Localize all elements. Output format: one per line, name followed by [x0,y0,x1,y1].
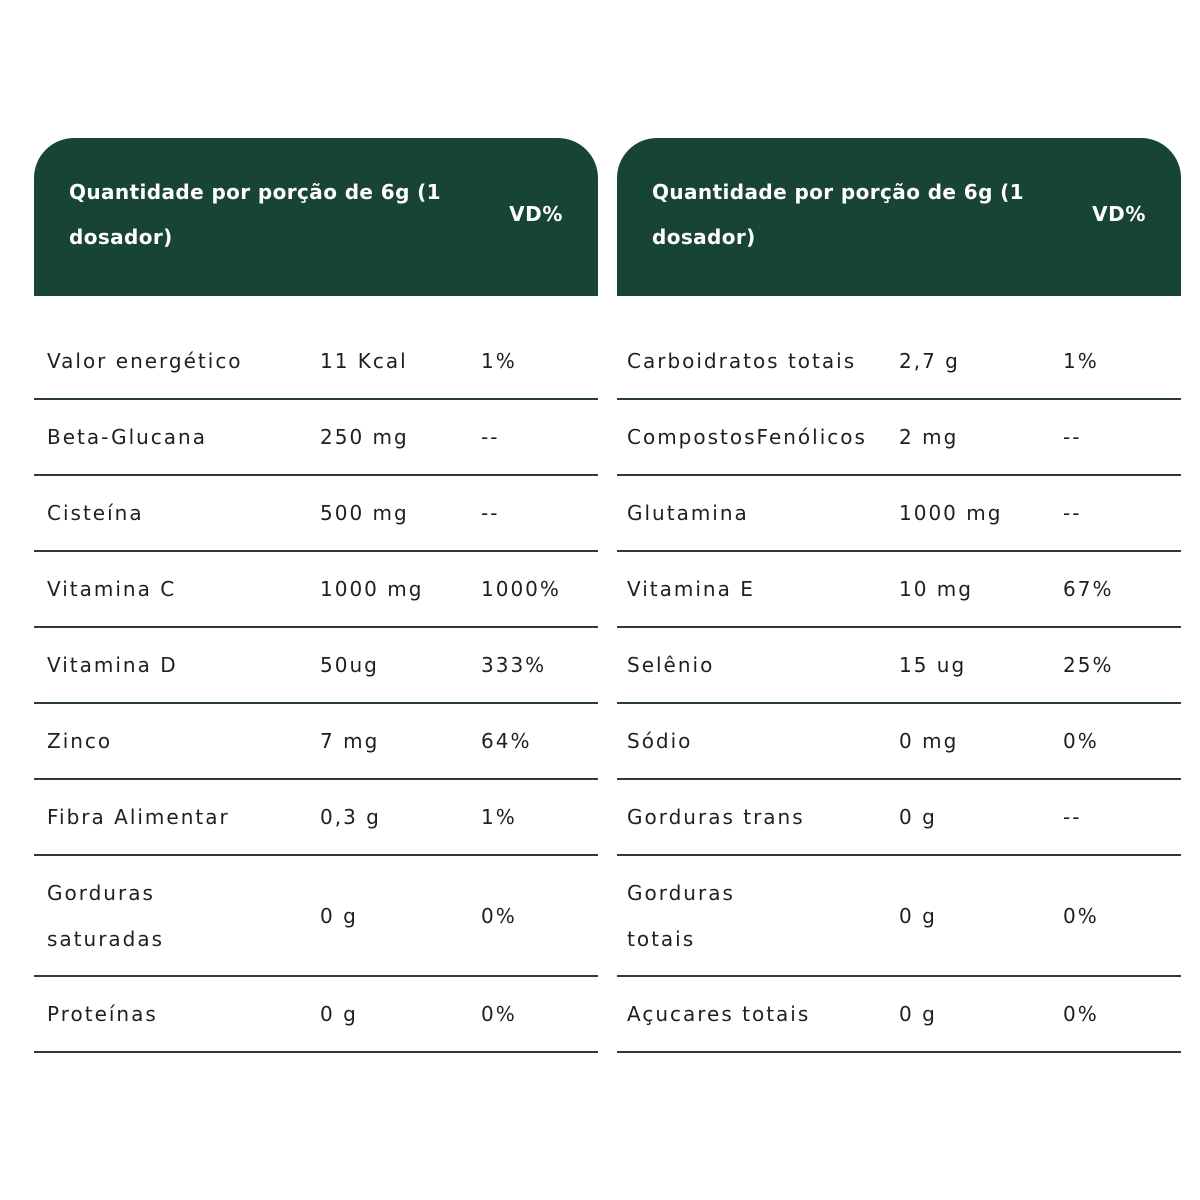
table-body: Carboidratos totais 2,7 g 1% CompostosFe… [617,324,1181,1053]
nutrient-amount: 11 Kcal [320,349,408,373]
nutrition-table-right: Quantidade por porção de 6g (1 dosador) … [617,138,1181,1053]
nutrient-name: Gorduras saturadas [47,880,165,951]
nutrient-vd: 0% [481,903,517,928]
nutrient-name: CompostosFenólicos [627,425,867,449]
nutrient-name: Gorduras totais [627,880,735,951]
nutrient-vd: 0% [1063,1002,1099,1026]
nutrient-vd: 0% [481,1002,517,1026]
nutrient-amount: 0 mg [899,729,959,753]
nutrient-amount: 10 mg [899,577,973,601]
nutrient-name: Valor energético [47,349,243,373]
table-row: Gorduras totais 0 g 0% [617,856,1181,977]
header-portion-label: Quantidade por porção de 6g (1 dosador) [69,180,441,249]
nutrition-table-left: Quantidade por porção de 6g (1 dosador) … [34,138,598,1053]
nutrient-vd: -- [1063,805,1082,829]
header-vd-label: VD% [1092,202,1146,226]
nutrient-name: Açucares totais [627,1002,811,1026]
nutrient-vd: 1% [1063,349,1099,373]
table-row: CompostosFenólicos 2 mg -- [617,400,1181,476]
nutrient-vd: 1000% [481,577,561,601]
nutrient-vd: 64% [481,729,532,753]
table-row: Fibra Alimentar 0,3 g 1% [34,780,598,856]
table-header: Quantidade por porção de 6g (1 dosador) … [34,138,598,296]
table-row: Açucares totais 0 g 0% [617,977,1181,1053]
nutrient-name: Vitamina C [47,577,177,601]
nutrient-name: Cisteína [47,501,144,525]
table-row: Cisteína 500 mg -- [34,476,598,552]
nutrient-amount: 0 g [899,903,937,928]
table-header: Quantidade por porção de 6g (1 dosador) … [617,138,1181,296]
nutrient-name: Glutamina [627,501,749,525]
nutrient-vd: 0% [1063,903,1099,928]
table-row: Gorduras trans 0 g -- [617,780,1181,856]
table-row: Carboidratos totais 2,7 g 1% [617,324,1181,400]
nutrient-vd: -- [481,425,500,449]
nutrient-name: Gorduras trans [627,805,805,829]
table-row: Zinco 7 mg 64% [34,704,598,780]
nutrient-name: Fibra Alimentar [47,805,230,829]
nutrient-amount: 0 g [899,805,937,829]
nutrient-amount: 0,3 g [320,805,381,829]
nutrient-name: Zinco [47,729,113,753]
nutrient-amount: 2,7 g [899,349,960,373]
nutrient-vd: 25% [1063,653,1114,677]
nutrient-name: Sódio [627,729,693,753]
nutrient-name: Carboidratos totais [627,349,857,373]
nutrient-name: Vitamina E [627,577,755,601]
table-row: Selênio 15 ug 25% [617,628,1181,704]
nutrient-amount: 15 ug [899,653,967,677]
nutrient-name: Vitamina D [47,653,178,677]
nutrient-vd: 0% [1063,729,1099,753]
nutrient-vd: -- [1063,501,1082,525]
nutrient-name: Selênio [627,653,715,677]
nutrient-vd: 1% [481,805,517,829]
nutrient-vd: 67% [1063,577,1114,601]
nutrient-vd: 333% [481,653,547,677]
table-row: Proteínas 0 g 0% [34,977,598,1053]
nutrient-amount: 0 g [320,1002,358,1026]
nutrient-vd: -- [481,501,500,525]
nutrient-name: Beta-Glucana [47,425,207,449]
nutrient-amount: 7 mg [320,729,380,753]
nutrient-amount: 1000 mg [899,501,1003,525]
table-row: Gorduras saturadas 0 g 0% [34,856,598,977]
table-row: Sódio 0 mg 0% [617,704,1181,780]
nutrient-vd: -- [1063,425,1082,449]
header-portion-label: Quantidade por porção de 6g (1 dosador) [652,180,1024,249]
table-row: Vitamina C 1000 mg 1000% [34,552,598,628]
table-row: Glutamina 1000 mg -- [617,476,1181,552]
table-row: Valor energético 11 Kcal 1% [34,324,598,400]
nutrient-amount: 250 mg [320,425,409,449]
header-vd-label: VD% [509,202,563,226]
table-row: Vitamina E 10 mg 67% [617,552,1181,628]
nutrient-vd: 1% [481,349,517,373]
nutrient-amount: 500 mg [320,501,409,525]
table-row: Beta-Glucana 250 mg -- [34,400,598,476]
nutrient-name: Proteínas [47,1002,158,1026]
nutrient-amount: 0 g [899,1002,937,1026]
table-body: Valor energético 11 Kcal 1% Beta-Glucana… [34,324,598,1053]
nutrient-amount: 0 g [320,903,358,928]
nutrient-amount: 2 mg [899,425,959,449]
nutrient-amount: 1000 mg [320,577,424,601]
nutrient-amount: 50ug [320,653,379,677]
table-row: Vitamina D 50ug 333% [34,628,598,704]
